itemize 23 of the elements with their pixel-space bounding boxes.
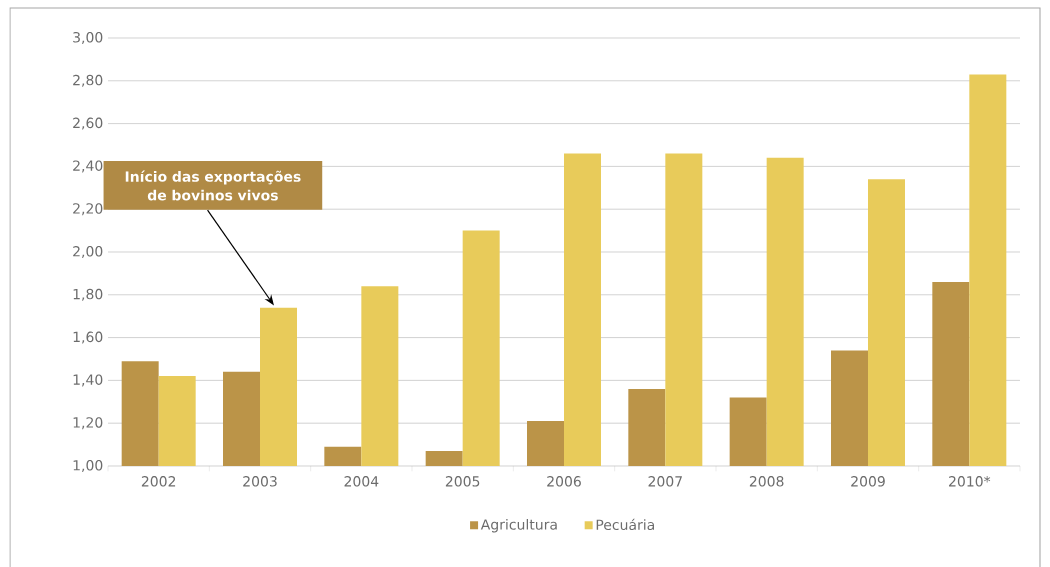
x-tick-label: 2006 bbox=[547, 476, 581, 487]
legend-label: Agricultura bbox=[480, 518, 557, 533]
y-tick-label: 2,40 bbox=[73, 160, 103, 173]
y-tick-label: 1,40 bbox=[73, 374, 103, 387]
x-tick-label: 2003 bbox=[243, 476, 277, 487]
y-tick-label: 3,00 bbox=[73, 31, 103, 45]
y-tick-label: 1,60 bbox=[73, 331, 103, 344]
legend-label: Pecuária bbox=[596, 518, 654, 531]
x-tick-label: 2005 bbox=[445, 476, 480, 487]
y-tick-label: 2,80 bbox=[73, 74, 103, 87]
y-tick-label: 2,20 bbox=[73, 203, 103, 216]
x-tick-label: 2010* bbox=[949, 476, 991, 487]
y-tick-label: 1,80 bbox=[73, 288, 103, 301]
y-tick-label: 2,60 bbox=[73, 117, 103, 130]
x-tick-label: 2002 bbox=[141, 476, 176, 487]
y-tick-label: 1,20 bbox=[73, 417, 103, 430]
y-tick-label: 1,00 bbox=[73, 459, 103, 472]
x-tick-label: 2008 bbox=[749, 476, 784, 487]
y-tick-label: 2,00 bbox=[73, 245, 103, 258]
x-tick-label: 2007 bbox=[648, 476, 682, 487]
annotation: Início das exportações de bovinos vivos bbox=[125, 170, 301, 201]
x-tick-label: 2009 bbox=[851, 476, 885, 487]
x-tick-label: 2004 bbox=[344, 476, 379, 487]
